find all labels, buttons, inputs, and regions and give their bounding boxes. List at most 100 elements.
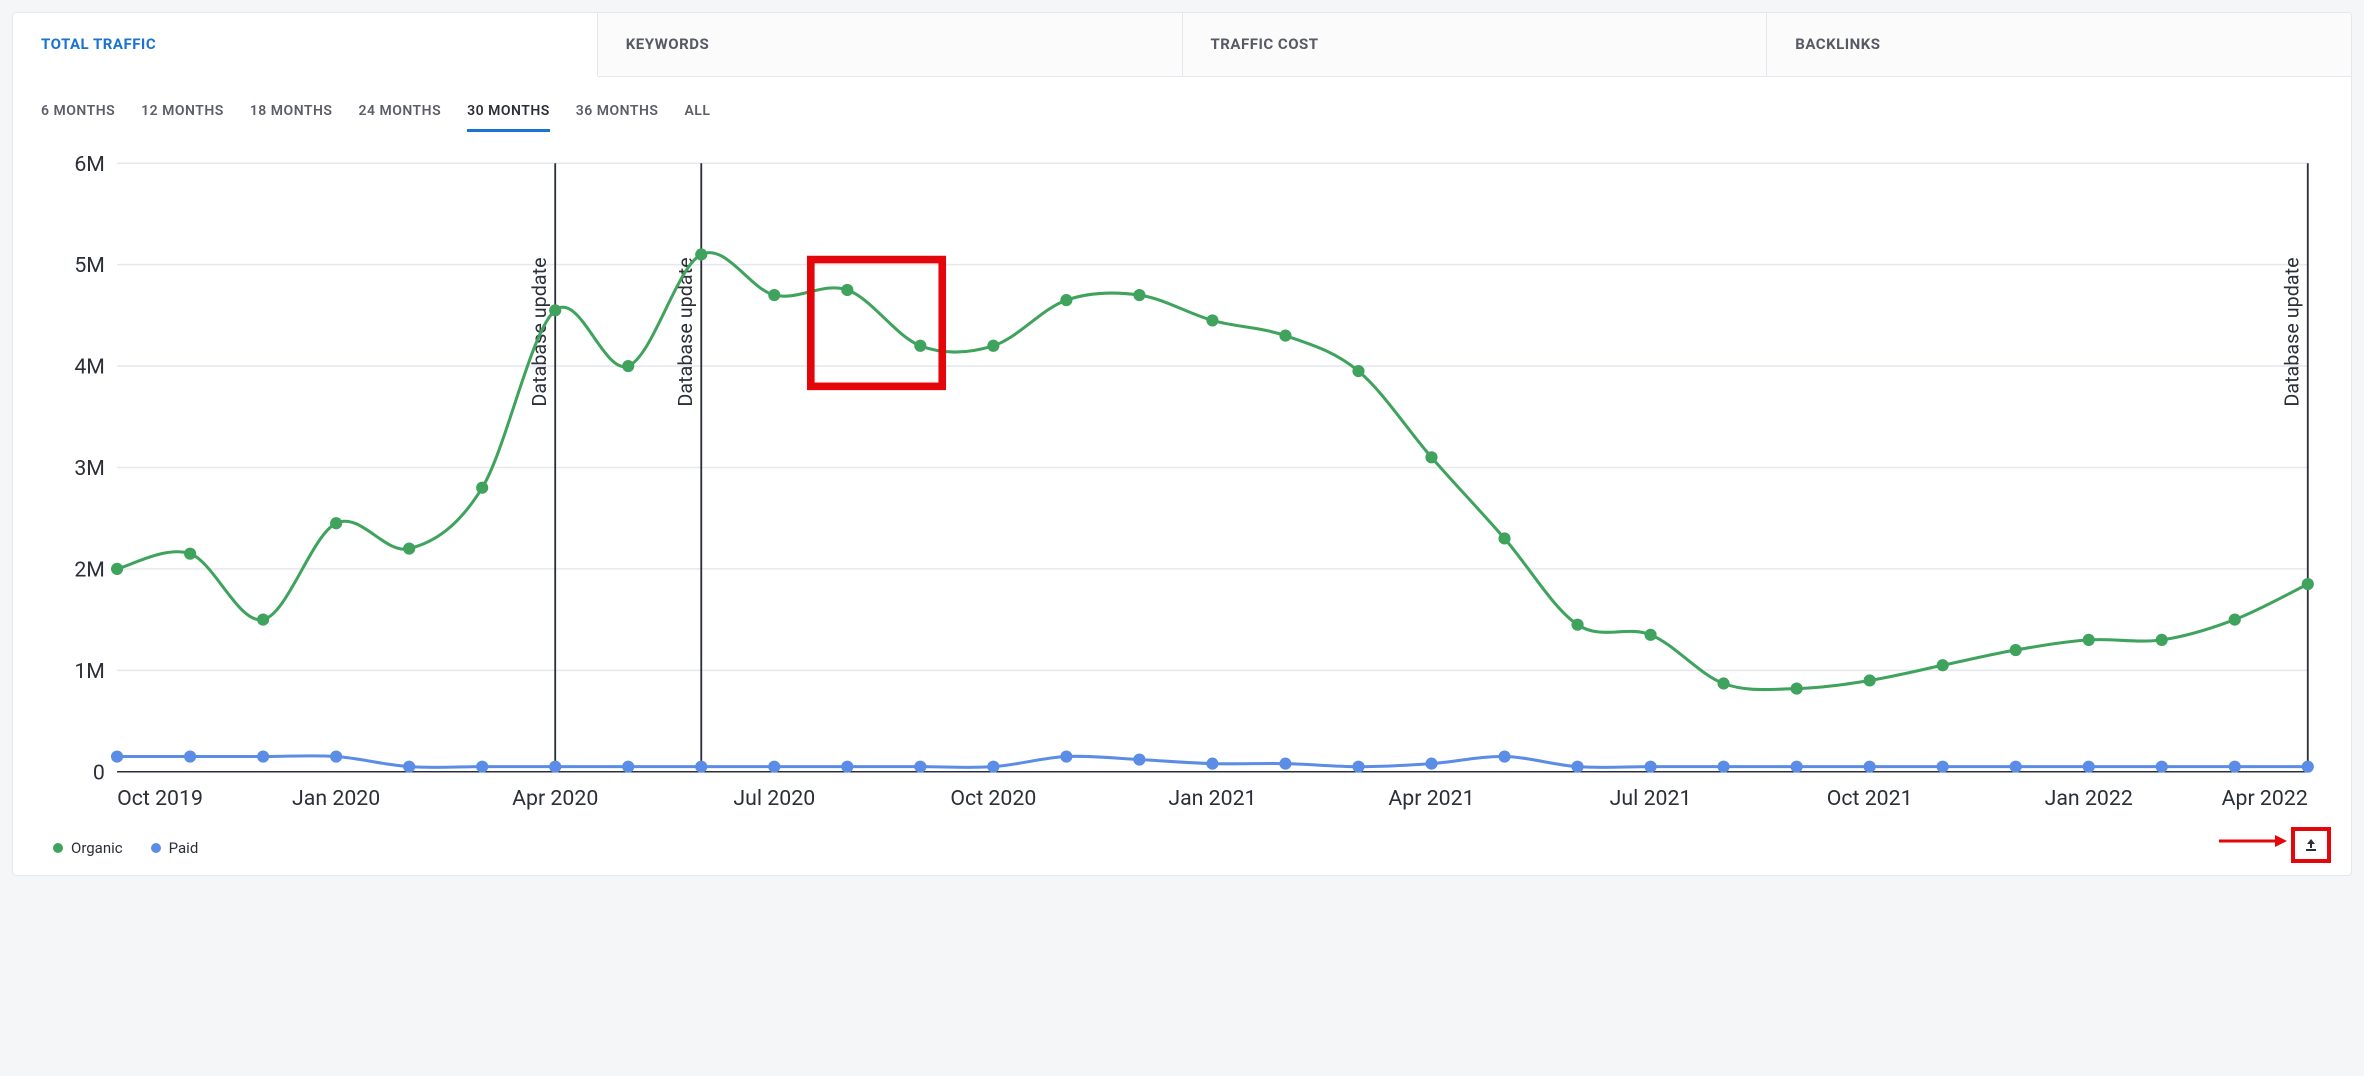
series-point-paid	[1279, 758, 1291, 770]
range-24m[interactable]: 24 MONTHS	[358, 103, 441, 132]
series-point-organic	[184, 548, 196, 560]
series-point-organic	[1206, 314, 1218, 326]
tab-total-traffic[interactable]: TOTAL TRAFFIC	[13, 13, 598, 77]
series-point-paid	[1571, 761, 1583, 773]
series-point-paid	[841, 761, 853, 773]
series-point-paid	[1644, 761, 1656, 773]
series-point-organic	[987, 340, 999, 352]
series-point-paid	[476, 761, 488, 773]
legend-paid[interactable]: Paid	[151, 839, 199, 857]
series-point-organic	[768, 289, 780, 301]
legend-organic[interactable]: Organic	[53, 839, 123, 857]
database-update-label: Database update	[674, 257, 697, 406]
series-point-paid	[1133, 753, 1145, 765]
series-point-paid	[549, 761, 561, 773]
chart-container: 0 1M 2M 3M 4M 5M 6M Database update Database upd…	[13, 138, 2351, 831]
series-point-organic	[1279, 330, 1291, 342]
database-update-label: Database update	[2281, 257, 2304, 406]
range-30m[interactable]: 30 MONTHS	[467, 103, 550, 132]
x-tick-label: Apr 2022	[2222, 786, 2308, 811]
y-tick-label: 5M	[74, 253, 105, 278]
y-tick-label: 3M	[74, 456, 105, 481]
x-tick-label: Oct 2020	[950, 786, 1036, 811]
series-point-organic	[622, 360, 634, 372]
tab-traffic-cost[interactable]: TRAFFIC COST	[1183, 13, 1768, 76]
series-point-organic	[1060, 294, 1072, 306]
x-tick-label: Oct 2019	[117, 786, 203, 811]
series-point-organic	[695, 248, 707, 260]
series-point-organic	[1791, 682, 1803, 694]
series-point-organic	[1352, 365, 1364, 377]
series-point-paid	[111, 750, 123, 762]
legend-dot-organic	[53, 843, 63, 853]
y-tick-label: 2M	[74, 558, 105, 583]
range-all[interactable]: ALL	[684, 103, 710, 132]
range-36m[interactable]: 36 MONTHS	[576, 103, 659, 132]
tab-keywords[interactable]: KEYWORDS	[598, 13, 1183, 76]
series-point-organic	[841, 284, 853, 296]
series-point-paid	[1352, 761, 1364, 773]
range-18m[interactable]: 18 MONTHS	[250, 103, 333, 132]
series-point-organic	[2302, 578, 2314, 590]
series-point-organic	[257, 614, 269, 626]
series-point-paid	[768, 761, 780, 773]
series-point-organic	[549, 304, 561, 316]
x-tick-label: Oct 2021	[1827, 786, 1913, 811]
red-highlight-box	[811, 260, 942, 387]
red-arrow-annotation	[2217, 831, 2287, 851]
series-point-organic	[2083, 634, 2095, 646]
legend-dot-paid	[151, 843, 161, 853]
y-tick-label: 0	[93, 760, 105, 785]
series-point-organic	[914, 340, 926, 352]
series-point-paid	[1718, 761, 1730, 773]
series-point-paid	[1498, 750, 1510, 762]
traffic-chart: 0 1M 2M 3M 4M 5M 6M Database update Database upd…	[41, 148, 2323, 817]
series-point-organic	[1133, 289, 1145, 301]
series-point-paid	[914, 761, 926, 773]
x-tick-label: Jul 2021	[1610, 786, 1692, 811]
series-point-organic	[2229, 614, 2241, 626]
series-point-organic	[1571, 619, 1583, 631]
y-tick-label: 6M	[74, 152, 105, 177]
series-point-paid	[1864, 761, 1876, 773]
export-icon	[2303, 837, 2319, 853]
series-point-paid	[2083, 761, 2095, 773]
series-point-paid	[257, 750, 269, 762]
range-12m[interactable]: 12 MONTHS	[141, 103, 224, 132]
series-point-paid	[403, 761, 415, 773]
y-tick-label: 1M	[74, 659, 105, 684]
x-tick-label: Apr 2021	[1388, 786, 1474, 811]
series-point-paid	[1206, 758, 1218, 770]
x-tick-label: Jan 2021	[1168, 786, 1256, 811]
series-point-paid	[184, 750, 196, 762]
range-6m[interactable]: 6 MONTHS	[41, 103, 115, 132]
series-point-organic	[476, 482, 488, 494]
series-point-organic	[1498, 532, 1510, 544]
y-tick-label: 4M	[74, 355, 105, 380]
series-point-paid	[2229, 761, 2241, 773]
series-point-paid	[1937, 761, 1949, 773]
series-point-organic	[1644, 629, 1656, 641]
series-point-organic	[111, 563, 123, 575]
series-point-paid	[1425, 758, 1437, 770]
export-button[interactable]	[2291, 827, 2331, 863]
series-point-organic	[2010, 644, 2022, 656]
legend-row: Organic Paid	[13, 831, 2351, 875]
series-point-organic	[1425, 451, 1437, 463]
series-point-paid	[987, 761, 999, 773]
series-point-organic	[330, 517, 342, 529]
series-point-paid	[2156, 761, 2168, 773]
time-range-row: 6 MONTHS 12 MONTHS 18 MONTHS 24 MONTHS 30 MO…	[13, 77, 2351, 138]
x-tick-label: Apr 2020	[512, 786, 598, 811]
tab-backlinks[interactable]: BACKLINKS	[1767, 13, 2351, 76]
x-tick-label: Jul 2020	[733, 786, 815, 811]
series-point-organic	[403, 543, 415, 555]
series-point-paid	[622, 761, 634, 773]
legend-organic-label: Organic	[71, 839, 123, 857]
legend-paid-label: Paid	[169, 839, 199, 857]
metric-tabs: TOTAL TRAFFICKEYWORDSTRAFFIC COSTBACKLIN…	[13, 13, 2351, 77]
series-point-organic	[1864, 674, 1876, 686]
series-point-organic	[1718, 677, 1730, 689]
series-point-paid	[330, 750, 342, 762]
x-tick-label: Jan 2022	[2045, 786, 2133, 811]
